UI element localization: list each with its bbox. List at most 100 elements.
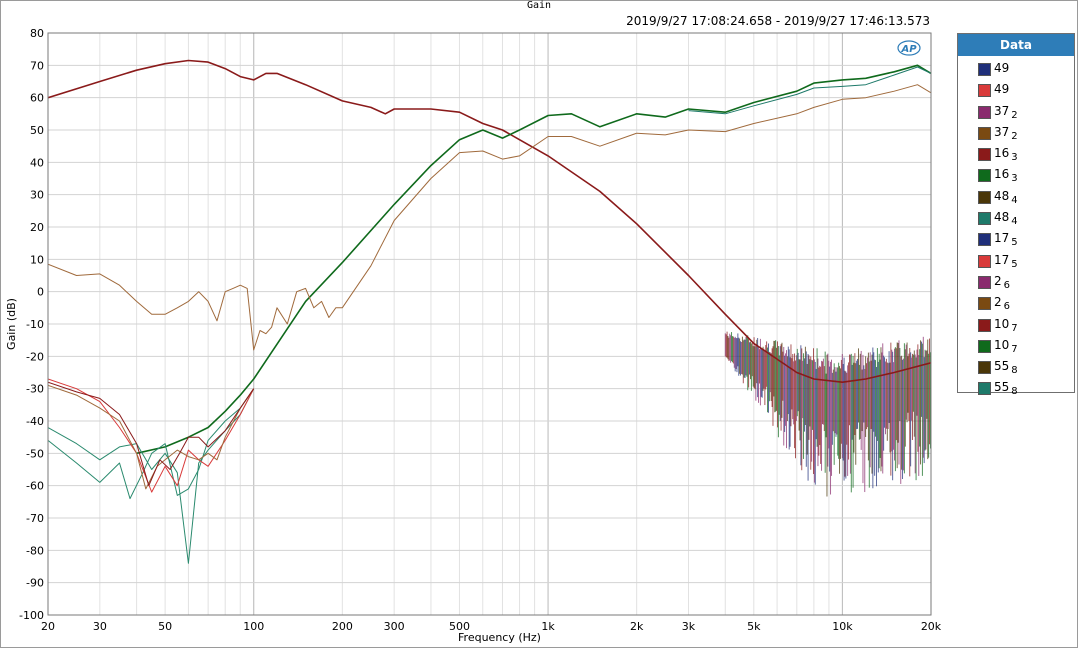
legend-item[interactable]: 10 7 bbox=[958, 314, 1074, 335]
x-tick-label: 50 bbox=[158, 620, 172, 633]
legend-swatch bbox=[978, 84, 991, 98]
legend-label: 10 7 bbox=[994, 335, 1018, 357]
legend-swatch bbox=[978, 105, 991, 119]
legend-label-sub: 5 bbox=[1011, 258, 1018, 270]
legend-label-main: 55 bbox=[994, 380, 1010, 395]
legend-label-sub: 6 bbox=[1003, 279, 1011, 291]
y-tick-label: 80 bbox=[30, 27, 44, 40]
legend-label-sub: 7 bbox=[1011, 343, 1018, 355]
legend-label: 10 7 bbox=[994, 314, 1018, 336]
legend-label-sub: 8 bbox=[1011, 386, 1018, 398]
legend-item[interactable]: 49 bbox=[958, 58, 1074, 79]
legend-list: 49 49 37 2 37 2 16 3 16 3 48 4 48 4 17 5 17 5 2 6 2 6 10 7 10 7 55… bbox=[958, 56, 1074, 399]
series-line bbox=[688, 66, 931, 115]
legend-swatch bbox=[978, 318, 991, 332]
legend-label-sub: 3 bbox=[1011, 152, 1018, 164]
x-tick-label: 300 bbox=[384, 620, 405, 633]
legend-item[interactable]: 17 5 bbox=[958, 228, 1074, 249]
legend-item[interactable]: 48 4 bbox=[958, 186, 1074, 207]
chart-title: Gain bbox=[526, 0, 552, 11]
legend-swatch bbox=[978, 233, 991, 247]
legend-item[interactable]: 37 2 bbox=[958, 101, 1074, 122]
y-tick-label: 10 bbox=[30, 253, 44, 266]
x-tick-label: 2k bbox=[630, 620, 644, 633]
y-tick-label: -40 bbox=[26, 415, 44, 428]
legend-label-sub: 2 bbox=[1011, 109, 1018, 121]
legend-label: 16 3 bbox=[994, 143, 1018, 165]
y-tick-label: -50 bbox=[26, 447, 44, 460]
x-tick-label: 200 bbox=[332, 620, 353, 633]
legend-label-main: 2 bbox=[994, 295, 1002, 310]
legend-label-main: 49 bbox=[994, 82, 1010, 97]
y-tick-label: -90 bbox=[26, 577, 44, 590]
legend-header: Data bbox=[958, 34, 1074, 56]
legend-label-main: 37 bbox=[994, 124, 1010, 139]
legend-item[interactable]: 37 2 bbox=[958, 122, 1074, 143]
x-tick-label: 5k bbox=[747, 620, 761, 633]
series-line bbox=[48, 381, 255, 487]
legend-item[interactable]: 55 8 bbox=[958, 356, 1074, 377]
legend-label: 48 4 bbox=[994, 207, 1018, 229]
series-line bbox=[48, 384, 255, 490]
ap-logo-icon bbox=[897, 40, 921, 56]
y-tick-label: 70 bbox=[30, 59, 44, 72]
legend-label-sub: 4 bbox=[1011, 216, 1018, 228]
legend-label-main: 37 bbox=[994, 103, 1010, 118]
legend-swatch bbox=[978, 297, 991, 311]
legend-swatch bbox=[978, 254, 991, 268]
legend-label-main: 17 bbox=[994, 252, 1010, 267]
y-axis-label: Gain (dB) bbox=[5, 298, 18, 350]
series-line bbox=[48, 84, 931, 351]
legend-label-main: 17 bbox=[994, 231, 1010, 246]
ap-logo-text: AP bbox=[900, 44, 917, 55]
legend-label: 17 5 bbox=[994, 228, 1018, 250]
legend-label-sub: 6 bbox=[1003, 301, 1011, 313]
legend-swatch bbox=[978, 169, 991, 183]
legend-item[interactable]: 17 5 bbox=[958, 250, 1074, 271]
legend-swatch bbox=[978, 339, 991, 353]
legend-swatch bbox=[978, 275, 991, 289]
series-line bbox=[48, 388, 255, 500]
legend-item[interactable]: 16 3 bbox=[958, 143, 1074, 164]
legend-item[interactable]: 55 8 bbox=[958, 377, 1074, 398]
legend-label: 37 2 bbox=[994, 122, 1018, 144]
legend-label-main: 49 bbox=[994, 61, 1010, 75]
legend-swatch bbox=[978, 382, 991, 396]
legend-swatch bbox=[978, 63, 991, 76]
legend-item[interactable]: 10 7 bbox=[958, 335, 1074, 356]
y-tick-label: 0 bbox=[37, 286, 44, 299]
x-tick-label: 100 bbox=[243, 620, 264, 633]
plot-border bbox=[47, 32, 932, 616]
legend-panel: Data 49 49 37 2 37 2 16 3 16 3 48 4 48 4 17 5 17 5 2 6 2 6 10 7… bbox=[957, 33, 1075, 397]
legend-label: 49 bbox=[994, 79, 1009, 100]
y-tick-label: -80 bbox=[26, 544, 44, 557]
legend-label-sub: 7 bbox=[1011, 322, 1018, 334]
x-tick-label: 30 bbox=[93, 620, 107, 633]
legend-label-main: 48 bbox=[994, 188, 1010, 203]
legend-label-sub: 3 bbox=[1011, 173, 1018, 185]
legend-label: 55 8 bbox=[994, 377, 1018, 399]
y-tick-label: 30 bbox=[30, 189, 44, 202]
legend-label: 16 3 bbox=[994, 164, 1018, 186]
legend-label-main: 16 bbox=[994, 146, 1010, 161]
legend-item[interactable]: 48 4 bbox=[958, 207, 1074, 228]
legend-label: 37 2 bbox=[994, 101, 1018, 123]
legend-label-sub: 5 bbox=[1011, 237, 1018, 249]
legend-item[interactable]: 16 3 bbox=[958, 164, 1074, 185]
x-tick-label: 20 bbox=[41, 620, 55, 633]
y-tick-label: -10 bbox=[26, 318, 44, 331]
x-tick-label: 10k bbox=[832, 620, 853, 633]
y-tick-label: 40 bbox=[30, 156, 44, 169]
legend-swatch bbox=[978, 212, 991, 226]
x-axis-label: Frequency (Hz) bbox=[458, 631, 541, 644]
legend-label: 17 5 bbox=[994, 250, 1018, 272]
legend-item[interactable]: 49 bbox=[958, 79, 1074, 100]
y-tick-label: 20 bbox=[30, 221, 44, 234]
series-line bbox=[136, 64, 931, 455]
y-tick-label: 60 bbox=[30, 92, 44, 105]
legend-label-main: 10 bbox=[994, 337, 1010, 352]
